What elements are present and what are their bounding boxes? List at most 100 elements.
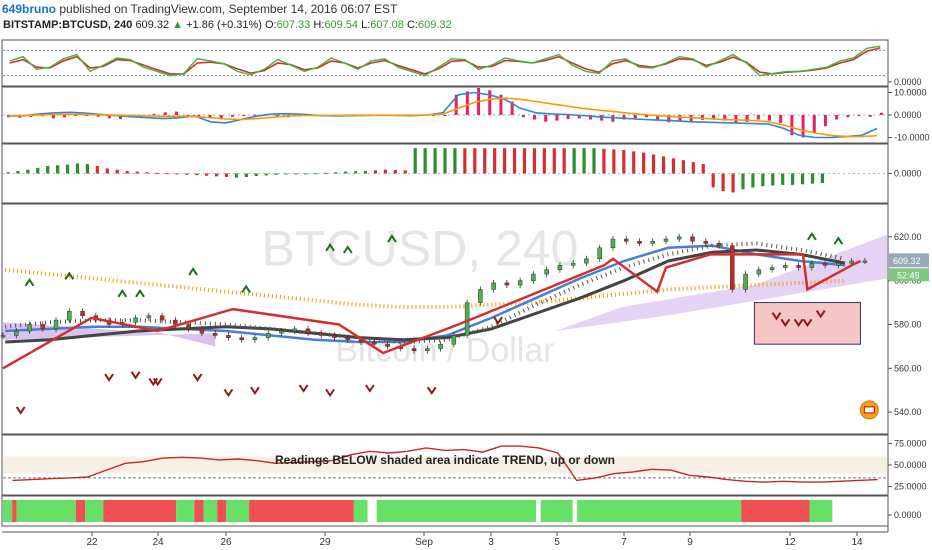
candle-body xyxy=(677,236,682,240)
sell-signal-icon xyxy=(250,386,260,395)
candle-body xyxy=(0,335,6,338)
chart-canvas[interactable]: 0.000010.00000.0000-10.00000.0000BTCUSD,… xyxy=(0,36,932,550)
candle-body xyxy=(703,240,709,244)
high-value: 609.54 xyxy=(324,19,359,31)
macd-histogram-bar xyxy=(779,115,783,123)
momentum-bar xyxy=(324,172,328,174)
sell-signal-icon xyxy=(130,371,141,380)
macd-histogram-bar xyxy=(700,115,704,120)
momentum-bar xyxy=(75,163,80,174)
momentum-bar xyxy=(334,172,338,174)
sell-signal-icon xyxy=(815,309,826,319)
candle-body xyxy=(650,240,655,244)
stoch-slow-line xyxy=(9,47,881,75)
stoch-fast-line xyxy=(9,45,881,77)
trend-state-segment xyxy=(75,500,86,522)
trend-state-segment xyxy=(217,500,227,522)
candle-body xyxy=(531,273,536,281)
trend-state-segment xyxy=(353,500,368,522)
macd-histogram-bar xyxy=(823,115,827,127)
chart-header: 649bruno published on TradingView.com, S… xyxy=(0,0,932,36)
macd-histogram-bar xyxy=(656,115,660,120)
macd-histogram-bar xyxy=(734,115,738,123)
buy-signal-icon xyxy=(833,236,844,245)
momentum-bar xyxy=(125,170,129,174)
momentum-bar xyxy=(800,173,805,185)
trend-state-segment xyxy=(103,500,177,522)
macd-histogram-bar xyxy=(745,115,749,122)
macd-histogram-bar xyxy=(868,115,872,117)
momentum-bar xyxy=(423,148,427,174)
zigzag-line xyxy=(2,253,862,370)
candle-body xyxy=(332,335,337,338)
momentum-bar xyxy=(205,173,209,176)
candle-body xyxy=(53,319,59,330)
candle-body xyxy=(305,328,311,334)
change-up-icon: ▲ xyxy=(172,19,184,31)
sell-signal-icon xyxy=(493,316,503,325)
candle-body xyxy=(862,260,868,263)
momentum-bar xyxy=(582,148,586,174)
buy-signal-icon xyxy=(241,284,251,293)
candle-body xyxy=(597,247,602,260)
momentum-bar xyxy=(383,169,388,174)
buy-signal-icon xyxy=(807,232,817,241)
momentum-bar xyxy=(145,172,149,174)
momentum-bar xyxy=(602,148,606,174)
candle-body xyxy=(544,269,549,275)
momentum-bar xyxy=(56,165,60,174)
candle-body xyxy=(570,262,576,266)
macd-histogram-bar xyxy=(443,115,447,116)
buy-signal-icon xyxy=(24,278,35,287)
momentum-bar xyxy=(522,148,527,174)
x-tick-label: 3 xyxy=(488,537,494,548)
candle-body xyxy=(438,343,443,349)
momentum-bar xyxy=(721,173,725,192)
watermark-symbol: BTCUSD, 240 xyxy=(262,220,579,276)
candle-body xyxy=(411,348,417,352)
buy-signal-icon xyxy=(135,289,145,298)
candle-body xyxy=(464,302,470,336)
buy-signal-icon xyxy=(64,271,75,280)
candle-body xyxy=(159,315,165,321)
symbol-label[interactable]: BITSTAMP:BTCUSD, 240 xyxy=(3,19,133,31)
momentum-bar xyxy=(771,173,775,186)
candle-body xyxy=(557,265,563,270)
candle-body xyxy=(491,282,496,290)
candle-body xyxy=(584,258,589,264)
momentum-bar xyxy=(791,173,795,185)
momentum-bar xyxy=(135,171,139,174)
momentum-bar xyxy=(46,165,50,174)
momentum-bar xyxy=(642,152,646,174)
highlight-box xyxy=(753,302,861,345)
author-link[interactable]: 649bruno xyxy=(2,2,57,16)
trend-tick-2: 25.0000 xyxy=(894,481,927,491)
mom-tick-0: 0.0000 xyxy=(894,169,922,179)
macd-tick-0: 10.0000 xyxy=(894,88,927,98)
momentum-bar xyxy=(234,173,239,178)
candle-body xyxy=(504,282,510,286)
macd-histogram-bar xyxy=(242,115,246,116)
momentum-bar xyxy=(691,162,695,174)
close-value: 609.32 xyxy=(417,19,452,31)
macd-histogram-bar xyxy=(63,115,67,118)
macd-histogram-bar xyxy=(85,115,89,116)
candle-body xyxy=(239,337,244,341)
x-tick-label: Sep xyxy=(415,537,433,548)
momentum-bar xyxy=(622,150,626,174)
x-tick-label: 29 xyxy=(319,537,331,548)
macd-histogram-bar xyxy=(186,115,190,117)
momentum-bar xyxy=(671,158,676,174)
momentum-bar xyxy=(373,170,378,174)
macd-histogram-bar xyxy=(835,115,839,120)
momentum-bar xyxy=(512,148,517,174)
x-tick-label: 24 xyxy=(152,537,164,548)
momentum-bar xyxy=(314,173,318,175)
momentum-bar xyxy=(165,173,169,175)
macd-histogram-bar xyxy=(577,115,581,119)
countdown-tag-text: 52:49 xyxy=(897,270,920,280)
x-tick-label: 12 xyxy=(784,537,796,548)
trend-state-segment xyxy=(176,500,195,522)
trend-state-segment xyxy=(809,500,833,522)
x-tick-label: 22 xyxy=(86,537,98,548)
